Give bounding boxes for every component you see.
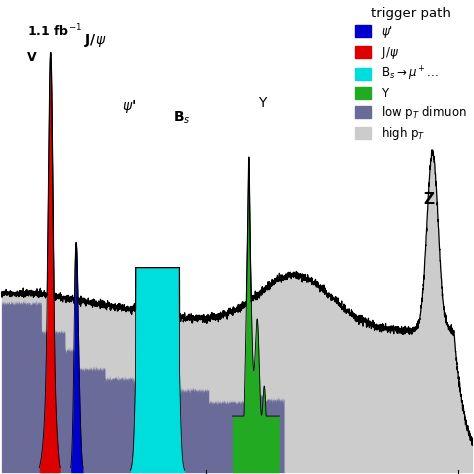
Legend: $\psi$', J/$\psi$, B$_s \rightarrow \mu^+$..., Y, low p$_T$ dimuon, high p$_T$: $\psi$', J/$\psi$, B$_s \rightarrow \mu^… — [355, 7, 467, 142]
Text: 1.1 fb$^{-1}$: 1.1 fb$^{-1}$ — [27, 23, 82, 39]
Text: V: V — [27, 51, 37, 64]
Text: Z: Z — [423, 192, 434, 207]
Text: $\Upsilon$: $\Upsilon$ — [258, 96, 269, 109]
Text: $\psi$': $\psi$' — [121, 98, 136, 115]
Text: J/$\psi$: J/$\psi$ — [84, 32, 106, 49]
Text: B$_s$: B$_s$ — [173, 110, 191, 126]
